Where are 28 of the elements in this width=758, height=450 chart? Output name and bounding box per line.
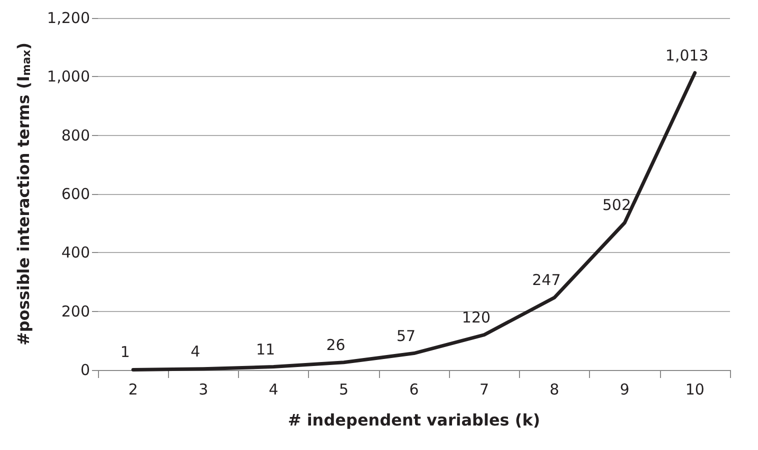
data-label: 1,013 <box>665 46 708 64</box>
x-tick-label: 3 <box>198 380 208 398</box>
y-tick-label: 1,000 <box>47 68 90 86</box>
data-label: 11 <box>256 340 276 358</box>
y-tick-label: 200 <box>61 302 90 320</box>
y-tick-label: 600 <box>61 185 90 203</box>
data-label: 502 <box>602 196 631 214</box>
x-axis-title: # independent variables (k) <box>288 410 540 430</box>
y-axis-title: #possible interaction terms (Imax) <box>14 42 33 346</box>
y-tick-label: 400 <box>61 244 90 262</box>
line-series <box>131 71 697 372</box>
x-tick-label: 8 <box>550 380 560 398</box>
x-tick-label: 10 <box>685 380 704 398</box>
x-tick-label: 5 <box>339 380 349 398</box>
data-label: 247 <box>532 271 561 290</box>
data-label: 57 <box>396 326 416 345</box>
x-tick-label: 7 <box>479 380 489 398</box>
x-tick-label: 4 <box>268 380 278 398</box>
x-tick-label: 9 <box>620 380 630 398</box>
y-tick-label: 1,200 <box>47 9 90 27</box>
data-label: 26 <box>326 336 346 354</box>
y-tick-label: 0 <box>80 361 90 379</box>
data-label: 4 <box>190 342 200 360</box>
y-tick-label: 800 <box>61 126 90 144</box>
x-tick-label: 6 <box>409 380 419 398</box>
data-label: 1 <box>120 343 130 362</box>
data-label: 120 <box>462 308 491 326</box>
x-tick-label: 2 <box>128 380 138 398</box>
